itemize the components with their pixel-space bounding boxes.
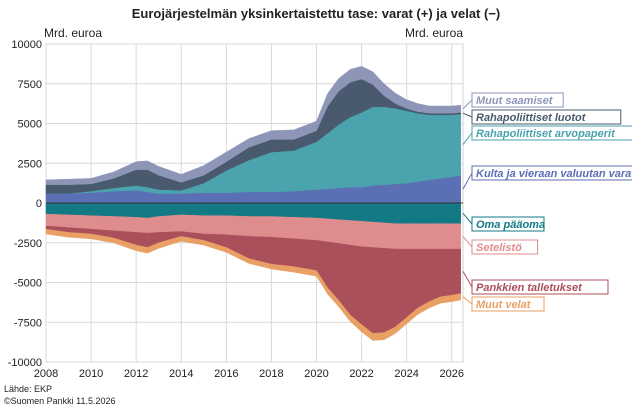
y-tick-label: 7500 — [18, 79, 42, 91]
y-axis-unit-right: Mrd. euroa — [405, 26, 464, 40]
series-label: Kulta ja vieraan valuutan varat — [476, 168, 632, 180]
copyright-note: ©Suomen Pankki 11.5.2026 — [4, 396, 116, 406]
x-tick-label: 2008 — [34, 368, 58, 380]
series-label-connector — [462, 296, 473, 305]
series-label-box — [471, 216, 545, 232]
series-label: Setelistö — [476, 242, 522, 254]
y-tick-label: -10000 — [8, 357, 42, 369]
asset-area-muut-saamiset — [45, 66, 461, 185]
series-label: Oma pääoma — [476, 219, 545, 231]
y-tick-label: 5000 — [18, 119, 42, 131]
x-tick-label: 2026 — [439, 368, 463, 380]
x-tick-label: 2016 — [214, 368, 238, 380]
source-note: Lähde: EKP — [4, 384, 53, 394]
y-tick-label: 0 — [36, 198, 42, 210]
y-tick-label: -5000 — [14, 278, 42, 290]
series-label-box — [471, 125, 632, 141]
series-label-box — [471, 239, 539, 255]
series-label-connector — [462, 213, 473, 225]
series-label-connector — [462, 172, 473, 190]
series-label: Pankkien talletukset — [476, 282, 583, 294]
series-label: Rahapoliittiset luotot — [476, 112, 587, 124]
series-label-box — [471, 296, 545, 312]
x-tick-label: 2024 — [394, 368, 418, 380]
x-tick-label: 2010 — [79, 368, 103, 380]
series-label-connector — [462, 271, 473, 288]
y-tick-label: 10000 — [11, 39, 42, 51]
series-label-connector — [462, 132, 473, 145]
series-label-connector — [462, 112, 473, 118]
series-label: Muut velat — [476, 299, 532, 311]
liability-area-muut-velat — [45, 228, 461, 341]
y-axis-unit-left: Mrd. euroa — [44, 26, 103, 40]
y-tick-label: -2500 — [14, 238, 42, 250]
x-tick-label: 2020 — [304, 368, 328, 380]
series-label-box — [471, 109, 622, 125]
series-label-connector — [462, 236, 473, 248]
series-label-box — [471, 92, 564, 108]
x-tick-label: 2018 — [259, 368, 283, 380]
series-label-connector — [462, 99, 473, 110]
series-label: Rahapoliittiset arvopaperit — [476, 128, 616, 140]
y-tick-label: -7500 — [14, 317, 42, 329]
x-tick-label: 2022 — [349, 368, 373, 380]
x-tick-label: 2012 — [124, 368, 148, 380]
series-label-box — [471, 165, 632, 181]
chart-title: Eurojärjestelmän yksinkertaistettu tase:… — [131, 6, 501, 21]
x-tick-label: 2014 — [169, 368, 193, 380]
y-tick-label: 2500 — [18, 158, 42, 170]
series-label-box — [471, 279, 609, 295]
series-label: Muut saamiset — [476, 95, 554, 107]
